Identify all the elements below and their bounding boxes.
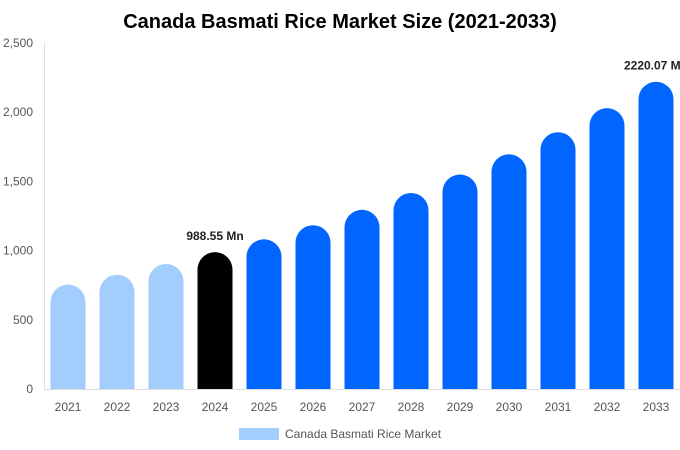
chart-title: Canada Basmati Rice Market Size (2021-20… — [123, 11, 557, 33]
bar-2027 — [344, 209, 380, 389]
legend: Canada Basmati Rice Market — [239, 427, 442, 441]
y-tick-label: 0 — [26, 382, 33, 396]
y-tick-label: 2,000 — [3, 105, 33, 119]
x-tick-label: 2033 — [643, 400, 670, 414]
bar-2028 — [393, 192, 429, 389]
y-tick-label: 500 — [13, 313, 33, 327]
x-tick-label: 2026 — [300, 400, 327, 414]
x-tick-label: 2025 — [251, 400, 278, 414]
x-tick-label: 2030 — [496, 400, 523, 414]
bar-2029 — [442, 174, 478, 389]
bar-2033 — [638, 81, 674, 389]
bar-2024 — [197, 252, 233, 389]
bar-2023 — [148, 263, 184, 389]
data-label: 2220.07 Mn — [624, 59, 680, 73]
x-tick-label: 2029 — [447, 400, 474, 414]
bar-2030 — [491, 154, 527, 389]
x-tick-label: 2027 — [349, 400, 376, 414]
x-tick-label: 2024 — [202, 400, 229, 414]
bar-2032 — [589, 108, 625, 389]
y-tick-label: 2,500 — [3, 36, 33, 50]
x-tick-label: 2031 — [545, 400, 572, 414]
x-tick-label: 2032 — [594, 400, 621, 414]
bar-2025 — [246, 239, 282, 389]
y-tick-label: 1,000 — [3, 244, 33, 258]
x-tick-label: 2022 — [104, 400, 131, 414]
x-tick-label: 2028 — [398, 400, 425, 414]
bar-2031 — [540, 132, 576, 390]
legend-swatch — [239, 428, 279, 440]
bar-2021 — [50, 284, 86, 389]
legend-label: Canada Basmati Rice Market — [285, 427, 442, 441]
bar-2022 — [99, 274, 135, 389]
x-tick-label: 2021 — [55, 400, 82, 414]
y-tick-label: 1,500 — [3, 174, 33, 188]
bar-2026 — [295, 225, 331, 389]
data-label: 988.55 Mn — [186, 229, 243, 243]
x-tick-label: 2023 — [153, 400, 180, 414]
